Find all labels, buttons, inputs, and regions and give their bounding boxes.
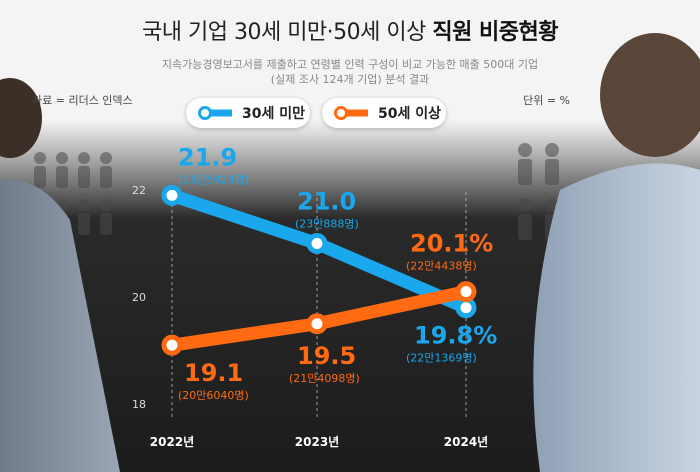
x-tick-label: 2024년 (444, 435, 488, 449)
data-point (161, 184, 183, 206)
data-value-label: 21.0 (297, 188, 356, 216)
data-point (306, 313, 328, 335)
data-count-label: (22만4438명) (406, 260, 477, 273)
data-value-label: 20.1% (410, 230, 493, 258)
chart-title: 국내 기업 30세 미만·50세 이상 직원 비중현황 (0, 14, 700, 46)
legend-key-over50 (334, 106, 368, 120)
data-value-label: 19.8% (414, 322, 497, 350)
legend-label-over50: 50세 이상 (378, 106, 441, 122)
data-count-label: (22만1369명) (406, 352, 477, 365)
y-tick-label: 18 (132, 398, 146, 411)
data-count-label: (23만888명) (295, 218, 359, 231)
subtitle-line-2: (실제 조사 124개 기업) 분석 결과 (270, 73, 430, 86)
x-tick-label: 2023년 (295, 435, 339, 449)
person-left (0, 78, 120, 472)
person-right (533, 33, 700, 472)
data-value-label: 21.9 (178, 143, 237, 171)
title-regular-text: 국내 기업 30세 미만·50세 이상 (142, 20, 426, 45)
data-point (306, 233, 328, 254)
x-tick-label: 2022년 (150, 435, 194, 449)
data-count-label: (21만4098명) (289, 372, 360, 385)
legend-label-under30: 30세 미만 (242, 106, 305, 122)
data-count-label: (23만5923명) (178, 173, 249, 186)
legend-item-under30: 30세 미만 (186, 98, 310, 128)
data-value-label: 19.1 (184, 359, 243, 387)
legend-key-under30 (198, 106, 232, 120)
y-tick-label: 22 (132, 184, 146, 197)
data-point (161, 334, 183, 356)
data-count-label: (20만6040명) (178, 389, 249, 402)
title-bold-text: 직원 비중현황 (432, 20, 558, 45)
y-tick-label: 20 (132, 291, 146, 304)
data-point (455, 281, 477, 303)
data-value-label: 19.5 (297, 342, 356, 370)
subtitle-line-1: 지속가능경영보고서를 제출하고 연령별 인력 구성이 비교 가능한 매출 500… (161, 58, 539, 71)
unit-note: 단위 = % (523, 94, 570, 107)
legend-item-over50: 50세 이상 (322, 98, 446, 128)
source-note: 자료 = 리더스 인덱스 (32, 94, 133, 107)
